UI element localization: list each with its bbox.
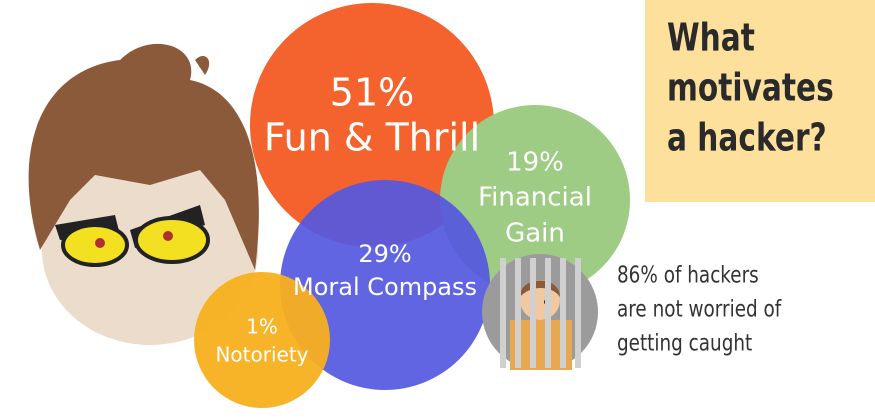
prison-bar (560, 258, 566, 368)
bubble-percent: 29% (358, 240, 411, 268)
hacker-face (28, 43, 259, 345)
bubble-label: Fun & Thrill (264, 116, 480, 160)
bubble-label: Financial (478, 183, 592, 213)
prison-bar (515, 258, 521, 368)
bubble-percent: 51% (330, 71, 414, 115)
bubble (194, 272, 330, 408)
bubble (250, 3, 494, 247)
bubble-percent: 19% (506, 148, 564, 178)
prison-bar (500, 258, 506, 368)
prisoner-icon (482, 254, 598, 370)
note: are not worried of (617, 296, 782, 323)
bubble-label: Moral Compass (293, 273, 477, 301)
bubble-label: Notoriety (215, 343, 308, 367)
title: a hacker? (667, 116, 827, 161)
bubble-percent: 1% (246, 315, 278, 339)
bubble (440, 105, 630, 295)
prison-bar (575, 258, 581, 368)
note: 86% of hackers (617, 262, 759, 289)
title: motivates (667, 66, 834, 111)
title: What (667, 16, 755, 61)
title-box (645, 0, 875, 202)
bubble-label: Gain (505, 219, 565, 249)
bubble (280, 180, 490, 390)
prison-bar (545, 258, 551, 368)
note: getting caught (617, 330, 752, 357)
prison-bar (530, 258, 536, 368)
